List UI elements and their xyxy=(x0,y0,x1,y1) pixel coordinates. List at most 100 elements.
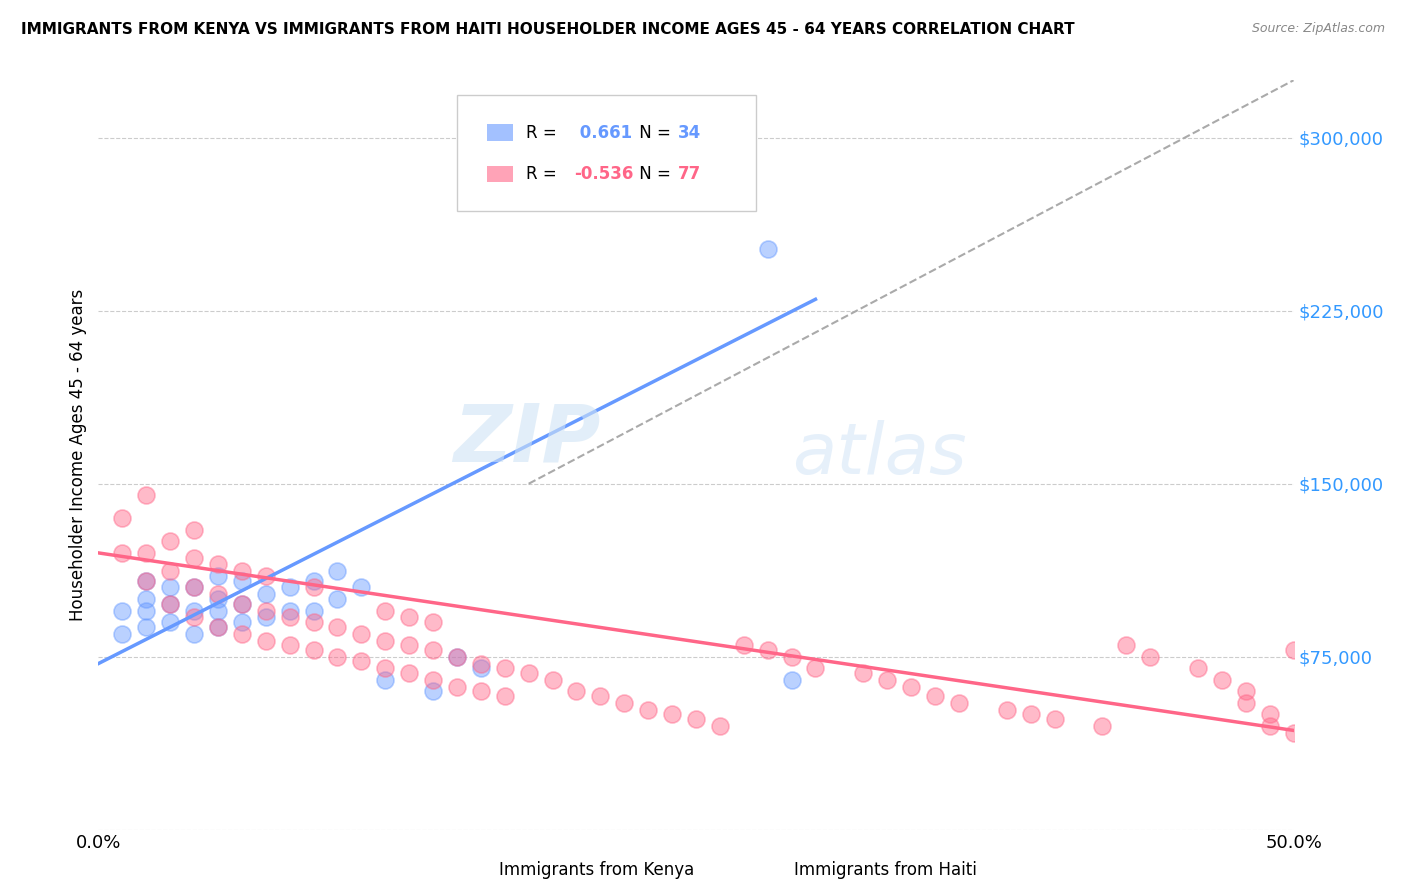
Point xyxy=(398,665,420,680)
Point xyxy=(1258,719,1281,733)
Point xyxy=(350,581,373,595)
Point xyxy=(111,603,134,617)
Point xyxy=(278,638,301,652)
Point xyxy=(278,603,301,617)
Point xyxy=(231,615,253,629)
Text: -0.536: -0.536 xyxy=(574,165,634,183)
Point xyxy=(685,712,707,726)
Point xyxy=(302,642,325,657)
FancyBboxPatch shape xyxy=(457,95,756,211)
Point xyxy=(231,565,253,579)
Point xyxy=(1258,707,1281,722)
Point xyxy=(494,689,516,703)
Point xyxy=(422,673,444,687)
Point xyxy=(900,680,922,694)
Point xyxy=(111,546,134,560)
Text: IMMIGRANTS FROM KENYA VS IMMIGRANTS FROM HAITI HOUSEHOLDER INCOME AGES 45 - 64 Y: IMMIGRANTS FROM KENYA VS IMMIGRANTS FROM… xyxy=(21,22,1074,37)
Point xyxy=(159,534,181,549)
Point xyxy=(374,633,396,648)
Point xyxy=(1234,696,1257,710)
Point xyxy=(302,615,325,629)
Point xyxy=(804,661,827,675)
Point xyxy=(589,689,612,703)
Point xyxy=(350,626,373,640)
Point xyxy=(302,603,325,617)
Point xyxy=(398,638,420,652)
Point xyxy=(302,574,325,588)
Point xyxy=(254,603,277,617)
Text: R =: R = xyxy=(526,124,562,142)
Point xyxy=(254,610,277,624)
Point xyxy=(924,689,946,703)
Point xyxy=(183,626,205,640)
Point xyxy=(900,822,922,837)
Point xyxy=(374,673,396,687)
Point xyxy=(159,581,181,595)
Point xyxy=(350,654,373,668)
Point xyxy=(231,626,253,640)
Point xyxy=(207,603,229,617)
Point xyxy=(613,696,636,710)
Point xyxy=(1043,712,1066,726)
Point xyxy=(135,603,157,617)
Point xyxy=(207,620,229,634)
Point xyxy=(541,673,564,687)
Point xyxy=(852,665,875,680)
Point xyxy=(661,707,683,722)
Point xyxy=(1234,684,1257,698)
Point xyxy=(135,488,157,502)
Point xyxy=(446,649,468,664)
Point xyxy=(422,615,444,629)
Point xyxy=(111,511,134,525)
Point xyxy=(135,546,157,560)
Point xyxy=(183,603,205,617)
Point xyxy=(876,673,898,687)
Point xyxy=(470,684,492,698)
Point xyxy=(1139,649,1161,664)
FancyBboxPatch shape xyxy=(486,125,513,141)
Point xyxy=(135,574,157,588)
Point xyxy=(1282,725,1305,739)
Point xyxy=(231,574,253,588)
Text: N =: N = xyxy=(634,165,676,183)
Point xyxy=(183,581,205,595)
Text: Source: ZipAtlas.com: Source: ZipAtlas.com xyxy=(1251,22,1385,36)
Point xyxy=(446,649,468,664)
Point xyxy=(326,649,349,664)
Point xyxy=(1402,822,1406,837)
Point xyxy=(1187,661,1209,675)
Point xyxy=(494,661,516,675)
FancyBboxPatch shape xyxy=(486,166,513,182)
Point xyxy=(1019,707,1042,722)
Point xyxy=(183,523,205,537)
Point xyxy=(231,597,253,611)
Text: atlas: atlas xyxy=(792,420,966,490)
Point xyxy=(159,615,181,629)
Point xyxy=(948,696,970,710)
Text: Immigrants from Haiti: Immigrants from Haiti xyxy=(794,861,977,879)
Point xyxy=(470,661,492,675)
Point xyxy=(398,610,420,624)
Text: ZIP: ZIP xyxy=(453,401,600,479)
Point xyxy=(183,610,205,624)
Point xyxy=(207,620,229,634)
Point xyxy=(254,569,277,583)
Point xyxy=(254,587,277,601)
Point xyxy=(1091,719,1114,733)
Text: Immigrants from Kenya: Immigrants from Kenya xyxy=(499,861,695,879)
Text: 77: 77 xyxy=(678,165,702,183)
Point xyxy=(159,565,181,579)
Point xyxy=(374,661,396,675)
Point xyxy=(231,597,253,611)
Point xyxy=(565,684,588,698)
Point xyxy=(517,665,540,680)
Text: N =: N = xyxy=(634,124,676,142)
Point xyxy=(470,657,492,671)
Point xyxy=(326,620,349,634)
Point xyxy=(1211,673,1233,687)
Point xyxy=(756,242,779,256)
Text: 34: 34 xyxy=(678,124,702,142)
Point xyxy=(733,638,755,652)
Point xyxy=(422,684,444,698)
Text: R =: R = xyxy=(526,165,562,183)
